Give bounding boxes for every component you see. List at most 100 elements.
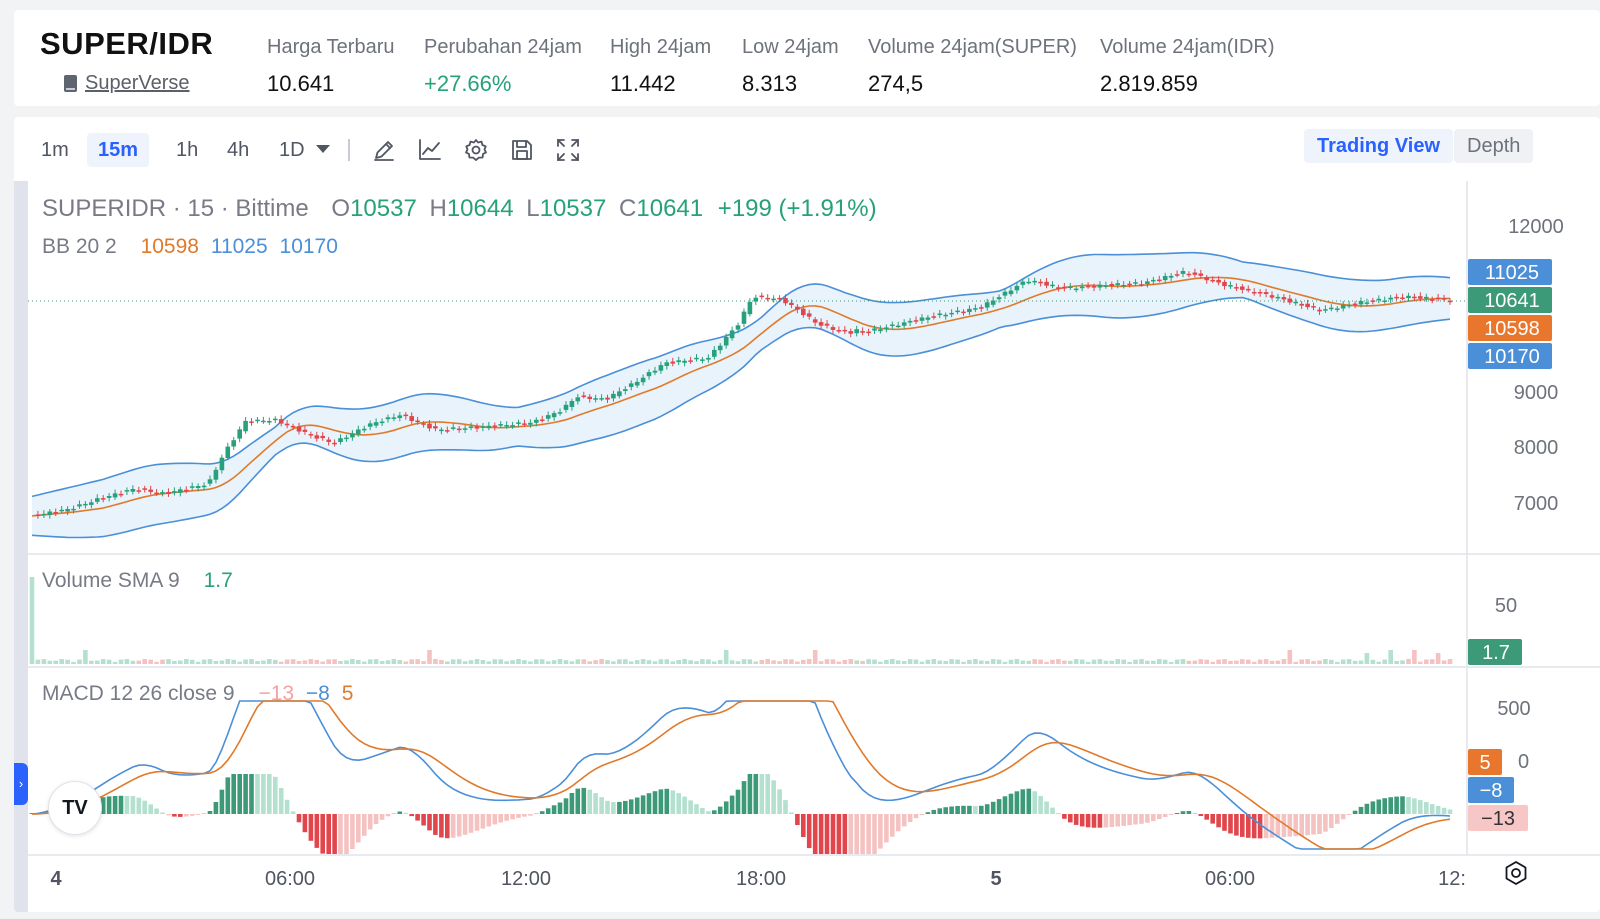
macd-histogram-bar xyxy=(225,777,231,814)
candle xyxy=(195,486,201,488)
volume-bar xyxy=(320,661,325,664)
ticker-header: SUPER/IDR SuperVerse Harga Terbaru 10.64… xyxy=(14,10,1600,106)
candle xyxy=(623,389,628,391)
expand-sidebar-icon[interactable]: › xyxy=(14,763,28,805)
candle xyxy=(973,308,978,310)
macd-line-value: −8 xyxy=(305,682,330,705)
macd-tick-partial: 0 xyxy=(1518,751,1529,773)
stat-volume-super: Volume 24jam(SUPER) 274,5 xyxy=(868,36,1077,97)
volume-bar xyxy=(1424,659,1429,664)
bb-basis-value: 10598 xyxy=(140,235,199,258)
macd-histogram-bar xyxy=(996,799,1002,814)
macd-histogram-bar xyxy=(688,800,693,814)
macd-histogram-bar xyxy=(551,805,557,814)
volume-bar xyxy=(1305,659,1310,664)
candle xyxy=(1418,296,1423,299)
volume-bar xyxy=(255,661,260,664)
tradingview-logo[interactable]: TV xyxy=(48,781,102,835)
macd-histogram-bar xyxy=(1097,814,1103,828)
volume-sma-label: Volume SMA 9 xyxy=(42,569,180,592)
volume-bar xyxy=(1263,659,1269,664)
macd-histogram-bar xyxy=(587,789,592,814)
volume-tick: 50 xyxy=(1495,595,1517,617)
candle xyxy=(979,307,984,309)
close-value: 10641 xyxy=(636,195,704,222)
macd-histogram-bar xyxy=(990,801,996,814)
candle xyxy=(1251,292,1257,294)
candle xyxy=(1329,307,1334,310)
candle xyxy=(65,509,70,512)
macd-histogram-bar xyxy=(1340,814,1346,820)
volume-bar xyxy=(1127,662,1132,664)
volume-bar xyxy=(154,661,159,664)
macd-histogram-bar xyxy=(860,814,865,854)
macd-histogram-bar xyxy=(824,814,830,854)
trading-view-button[interactable]: Trading View xyxy=(1304,129,1453,163)
candle xyxy=(468,426,474,428)
pencil-icon[interactable] xyxy=(370,136,398,164)
candle xyxy=(522,423,527,425)
volume-bar xyxy=(801,659,806,664)
candle xyxy=(1281,297,1287,300)
candle xyxy=(1293,301,1298,304)
macd-histogram-bar xyxy=(1275,814,1281,838)
macd-histogram-bar xyxy=(836,814,842,854)
candle xyxy=(1222,281,1227,287)
candle xyxy=(492,425,498,428)
volume-bar xyxy=(367,659,373,664)
project-link[interactable]: SuperVerse xyxy=(85,72,190,94)
open-value: 10537 xyxy=(350,195,417,222)
bollinger-legend: BB 20 2 10598 11025 10170 xyxy=(42,235,338,259)
candle xyxy=(723,337,729,346)
macd-histogram-bar xyxy=(1418,800,1423,814)
candle xyxy=(967,308,972,313)
volume-bar xyxy=(741,659,747,664)
volume-bar xyxy=(391,659,397,664)
macd-histogram-bar xyxy=(1281,814,1287,837)
volume-bar xyxy=(231,659,236,664)
volume-bar xyxy=(1133,659,1138,664)
close-label: C xyxy=(619,195,637,222)
timeframe-1h[interactable]: 1h xyxy=(176,139,199,161)
volume-bar xyxy=(1293,661,1298,664)
candle xyxy=(753,297,759,302)
macd-histogram-bar xyxy=(890,814,895,837)
volume-bar xyxy=(284,659,290,664)
macd-histogram-bar xyxy=(1447,809,1453,814)
candle xyxy=(1364,302,1370,304)
gear-icon[interactable] xyxy=(462,136,490,164)
price-chart[interactable]: 12000 9000 8000 7000 11025 10641 10598 1… xyxy=(14,181,1600,912)
timeframe-1m[interactable]: 1m xyxy=(41,139,69,161)
fullscreen-icon[interactable] xyxy=(554,136,582,164)
depth-button[interactable]: Depth xyxy=(1454,129,1534,163)
project-info: SuperVerse xyxy=(64,72,190,95)
indicator-icon[interactable] xyxy=(416,136,444,164)
macd-histogram-bar xyxy=(362,814,367,836)
volume-bar xyxy=(1151,660,1156,664)
volume-bar xyxy=(961,661,966,664)
volume-bar xyxy=(1056,659,1061,664)
save-icon[interactable] xyxy=(508,136,536,164)
volume-bar xyxy=(1180,659,1186,664)
volume-bar xyxy=(1139,659,1144,664)
timeframe-15m[interactable]: 15m xyxy=(87,133,150,167)
timeframe-dropdown-icon[interactable] xyxy=(316,145,330,153)
macd-histogram-bar xyxy=(249,774,254,814)
candle xyxy=(1056,287,1061,289)
candle xyxy=(676,360,681,363)
candle xyxy=(919,317,925,321)
candle xyxy=(534,419,539,423)
volume-bars-group xyxy=(29,577,1453,664)
candle xyxy=(557,412,563,414)
candle xyxy=(290,425,296,428)
candle xyxy=(148,489,153,492)
macd-histogram-bar xyxy=(261,774,266,814)
volume-bar xyxy=(1228,660,1233,664)
volume-bar xyxy=(534,659,539,664)
timeframe-4h[interactable]: 4h xyxy=(227,139,250,161)
chart-settings-icon[interactable] xyxy=(1502,859,1530,887)
volume-bar xyxy=(575,659,581,664)
macd-signal-tag-label: 5 xyxy=(1479,752,1490,774)
chart-area[interactable]: › 12000 9000 8000 7000 xyxy=(14,181,1600,912)
timeframe-1d[interactable]: 1D xyxy=(279,139,305,161)
